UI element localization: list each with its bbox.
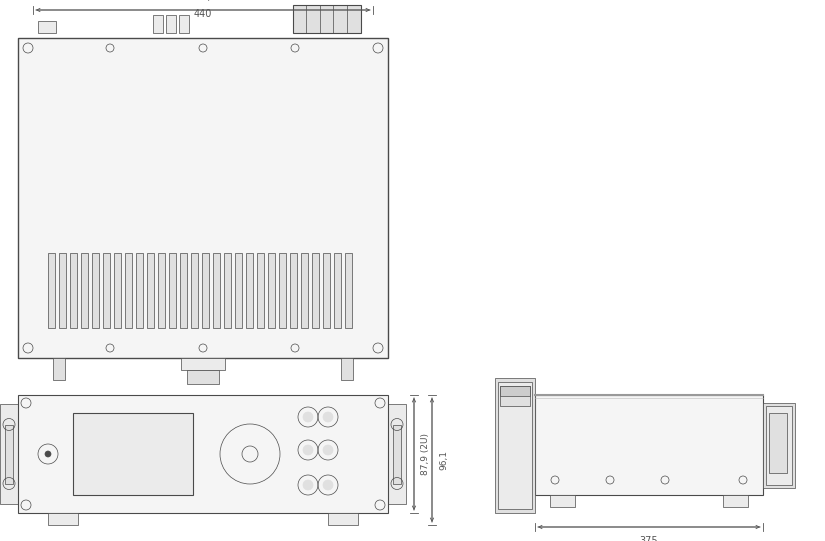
Bar: [213, 253, 220, 328]
Bar: [18, 395, 388, 513]
Bar: [48, 253, 55, 328]
Bar: [723, 495, 748, 507]
Bar: [341, 358, 353, 380]
Bar: [153, 15, 163, 33]
Bar: [92, 253, 99, 328]
Bar: [5, 425, 13, 484]
Bar: [179, 15, 189, 33]
Bar: [147, 253, 154, 328]
Bar: [312, 253, 319, 328]
Bar: [550, 495, 575, 507]
Bar: [495, 378, 535, 512]
Bar: [53, 358, 65, 380]
Text: 87,9 (2U): 87,9 (2U): [421, 433, 430, 475]
Bar: [180, 253, 187, 328]
Text: 375: 375: [639, 536, 658, 541]
Bar: [328, 513, 358, 525]
Bar: [224, 253, 231, 328]
Bar: [763, 403, 795, 487]
Bar: [535, 395, 763, 495]
Circle shape: [323, 480, 333, 490]
Text: 96,1: 96,1: [439, 450, 448, 470]
Bar: [769, 412, 787, 472]
Circle shape: [323, 445, 333, 455]
Bar: [202, 253, 209, 328]
Bar: [18, 38, 388, 358]
Bar: [498, 381, 532, 509]
Circle shape: [303, 480, 313, 490]
Bar: [38, 21, 56, 33]
Bar: [301, 253, 308, 328]
Bar: [500, 386, 530, 395]
Bar: [323, 253, 330, 328]
Bar: [393, 425, 401, 484]
Text: 482,6: 482,6: [189, 0, 217, 2]
Bar: [73, 413, 193, 495]
Bar: [257, 253, 264, 328]
Bar: [378, 38, 388, 358]
Bar: [500, 386, 530, 406]
Bar: [0, 404, 18, 504]
Bar: [48, 513, 78, 525]
Bar: [235, 253, 242, 328]
Bar: [293, 5, 361, 33]
Bar: [81, 253, 88, 328]
Bar: [18, 38, 28, 358]
Bar: [136, 253, 143, 328]
Bar: [166, 15, 176, 33]
Bar: [181, 358, 225, 370]
Bar: [268, 253, 275, 328]
Bar: [246, 253, 253, 328]
Bar: [125, 253, 132, 328]
Bar: [279, 253, 286, 328]
Bar: [114, 253, 121, 328]
Bar: [187, 370, 219, 384]
Circle shape: [303, 445, 313, 455]
Bar: [345, 253, 352, 328]
Bar: [290, 253, 297, 328]
Bar: [766, 406, 792, 485]
Text: 440: 440: [194, 9, 212, 19]
Bar: [158, 253, 165, 328]
Bar: [103, 253, 110, 328]
Bar: [70, 253, 77, 328]
Circle shape: [323, 412, 333, 422]
Bar: [334, 253, 341, 328]
Circle shape: [45, 451, 51, 457]
Circle shape: [303, 412, 313, 422]
Bar: [169, 253, 176, 328]
Bar: [191, 253, 198, 328]
Bar: [59, 253, 66, 328]
Bar: [388, 404, 406, 504]
